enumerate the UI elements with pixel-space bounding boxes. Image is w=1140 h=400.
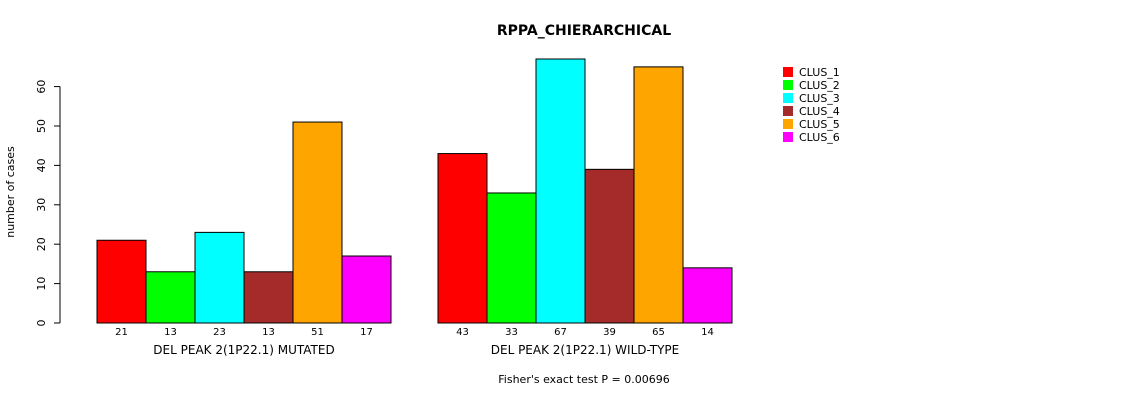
bar-clus-4 <box>584 168 635 324</box>
bars-layer <box>96 58 733 324</box>
labels-layer: 21 13 23 13 51 17 DEL PEAK 2(1P22.1) MUTATED 43… <box>115 327 714 357</box>
y-tick-label: 10 <box>35 277 48 291</box>
bar-count-label: 67 <box>554 327 567 338</box>
legend-swatch <box>783 119 793 129</box>
bar-clus-1 <box>96 239 147 324</box>
bar-clus-2 <box>486 192 537 324</box>
legend-label: CLUS_2 <box>799 79 840 92</box>
legend-label: CLUS_4 <box>799 105 840 118</box>
bar-count-label: 43 <box>456 327 469 338</box>
bar-clus-4 <box>243 271 294 324</box>
y-tick-label: 60 <box>35 80 48 94</box>
legend-swatch <box>783 132 793 142</box>
bar-clus-6 <box>341 255 392 324</box>
chart-title: RPPA_CHIERARCHICAL <box>497 23 671 39</box>
bar-count-label: 13 <box>262 327 275 338</box>
y-tick-label: 40 <box>35 158 48 172</box>
legend-label: CLUS_6 <box>799 131 840 144</box>
y-tick-label: 20 <box>35 237 48 251</box>
bar-clus-5 <box>633 66 684 324</box>
bar-clus-5 <box>292 121 343 324</box>
group-label: DEL PEAK 2(1P22.1) WILD-TYPE <box>491 343 679 357</box>
bar-count-label: 14 <box>701 327 714 338</box>
y-tick-label: 0 <box>35 320 48 327</box>
legend-swatch <box>783 67 793 77</box>
y-tick-label: 30 <box>35 198 48 212</box>
bar-count-label: 39 <box>603 327 616 338</box>
y-axis: 0 10 20 30 40 50 60 <box>35 80 61 327</box>
legend-label: CLUS_3 <box>799 92 840 105</box>
bar-clus-6 <box>682 267 733 324</box>
legend-swatch <box>783 106 793 116</box>
legend-swatch <box>783 80 793 90</box>
y-tick-label: 50 <box>35 119 48 133</box>
legend-label: CLUS_1 <box>799 66 840 79</box>
legend-label: CLUS_5 <box>799 118 840 131</box>
y-axis-label: number of cases <box>4 146 17 238</box>
group-label: DEL PEAK 2(1P22.1) MUTATED <box>153 343 334 357</box>
bar-count-label: 33 <box>505 327 518 338</box>
bar-count-label: 23 <box>213 327 226 338</box>
bar-clus-3 <box>535 58 586 324</box>
legend-swatch <box>783 93 793 103</box>
bar-count-label: 51 <box>311 327 324 338</box>
bar-clus-2 <box>145 271 196 324</box>
bar-count-label: 13 <box>164 327 177 338</box>
bar-clus-1 <box>437 153 488 324</box>
bar-count-label: 17 <box>360 327 373 338</box>
bar-count-label: 65 <box>652 327 665 338</box>
bar-clus-3 <box>194 231 245 324</box>
fisher-test-note: Fisher's exact test P = 0.00696 <box>498 373 669 386</box>
bar-count-label: 21 <box>115 327 128 338</box>
